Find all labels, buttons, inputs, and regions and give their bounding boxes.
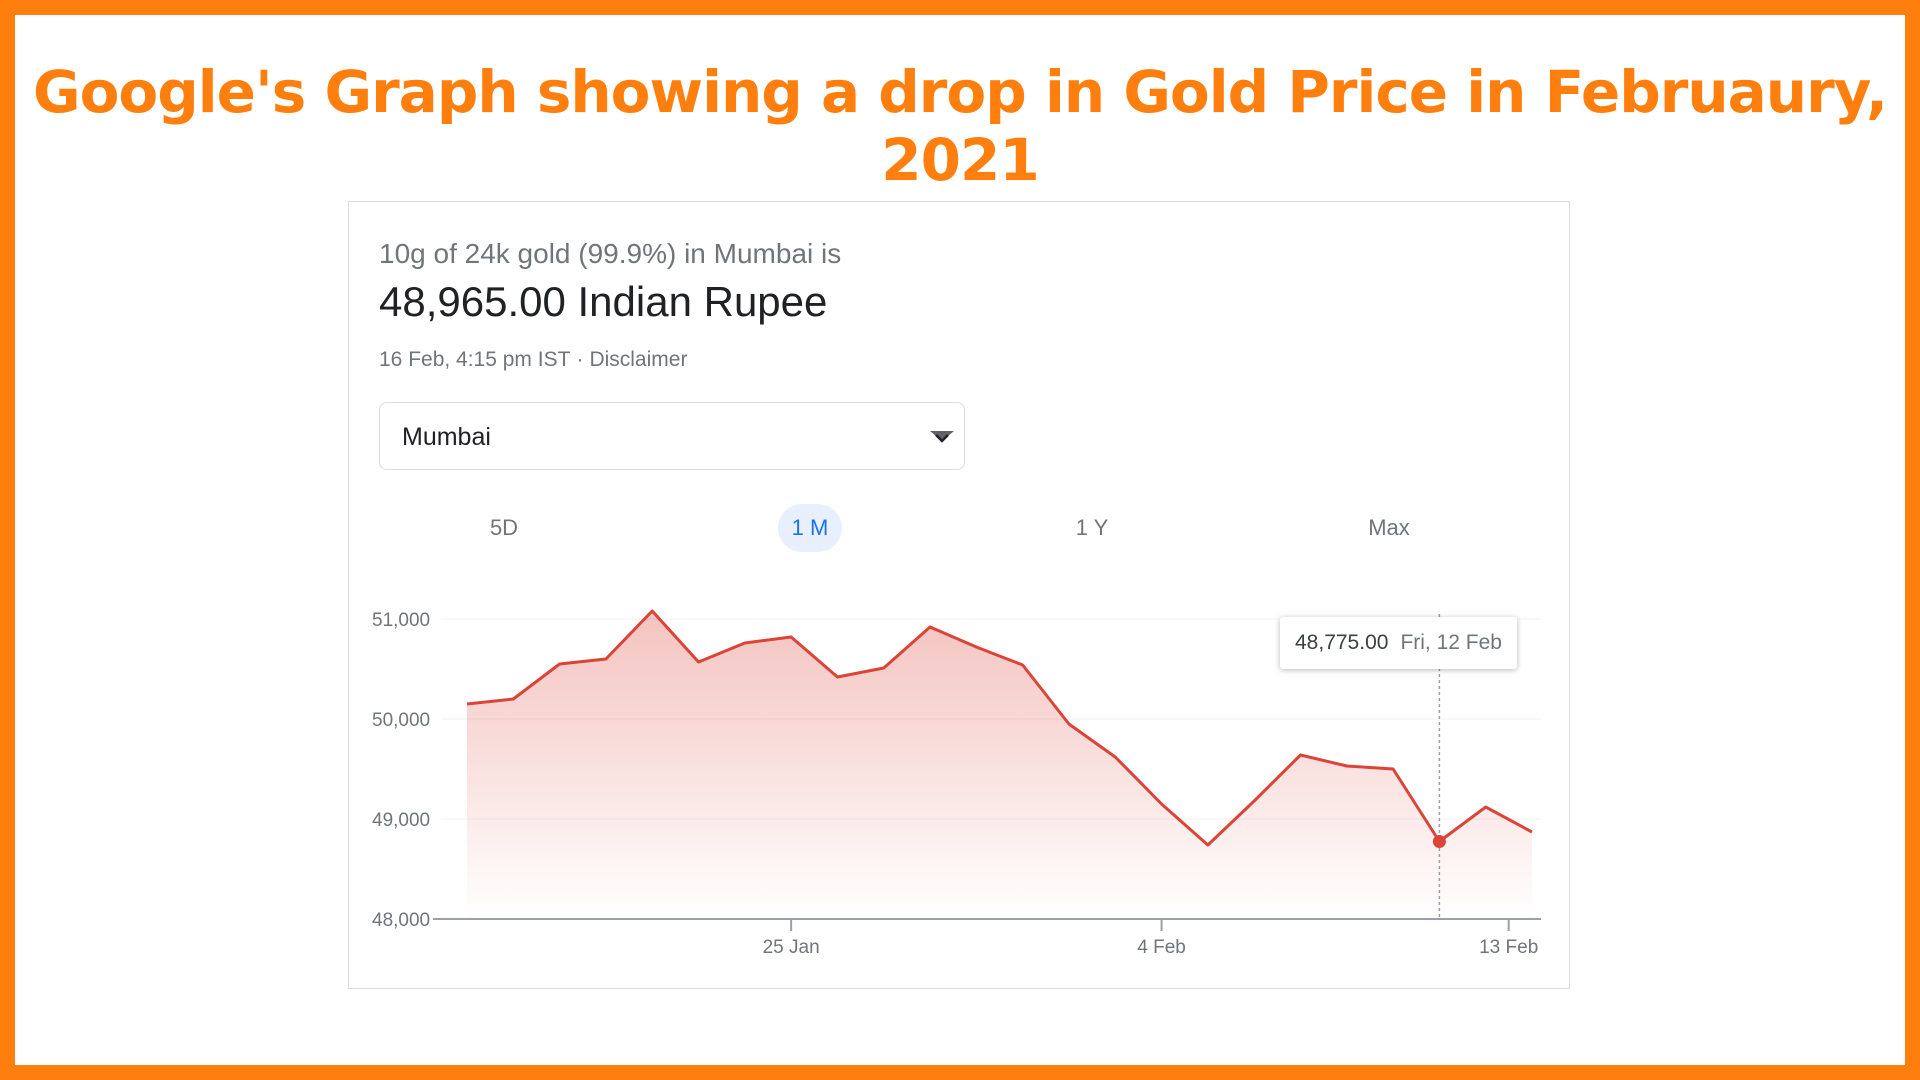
timestamp: 16 Feb, 4:15 pm IST (379, 348, 571, 371)
separator: · (576, 348, 584, 371)
timestamp-line: 16 Feb, 4:15 pm IST · Disclaimer (379, 348, 687, 372)
series-area (467, 611, 1532, 919)
y-tick-label: 51,000 (372, 610, 430, 631)
y-tick-label: 50,000 (372, 710, 430, 731)
slide-title: Google's Graph showing a drop in Gold Pr… (32, 58, 1888, 194)
card-subtitle: 10g of 24k gold (99.9%) in Mumbai is (379, 238, 842, 269)
gold-price: 48,965.00 Indian Rupee (379, 278, 828, 325)
tooltip-value: 48,775.00 (1295, 631, 1389, 654)
chart-tooltip: 48,775.00 Fri, 12 Feb (1280, 617, 1517, 669)
x-tick-label: 25 Jan (763, 937, 820, 958)
disclaimer-link[interactable]: Disclaimer (589, 348, 688, 371)
chevron-down-icon (930, 431, 954, 443)
tab-1m[interactable]: 1 M (778, 504, 842, 552)
city-select-value: Mumbai (402, 423, 491, 451)
gold-price-card: 10g of 24k gold (99.9%) in Mumbai is 48,… (348, 201, 1570, 989)
tab-max[interactable]: Max (1368, 515, 1410, 540)
highlight-point (1432, 835, 1446, 848)
x-tick-label: 4 Feb (1137, 937, 1186, 958)
tab-5d[interactable]: 5D (489, 515, 519, 540)
tooltip-date: Fri, 12 Feb (1400, 631, 1502, 654)
tab-1y[interactable]: 1 Y (1075, 515, 1109, 540)
price-chart[interactable]: 48,000 49,000 50,000 51,000 25 Jan 4 Feb 13 Fe… (349, 202, 1569, 988)
series-line (466, 609, 1533, 847)
y-tick-label: 49,000 (372, 810, 430, 831)
y-tick-label: 48,000 (372, 910, 430, 931)
city-select[interactable]: Mumbai (379, 402, 965, 470)
x-tick-label: 13 Feb (1479, 937, 1538, 958)
